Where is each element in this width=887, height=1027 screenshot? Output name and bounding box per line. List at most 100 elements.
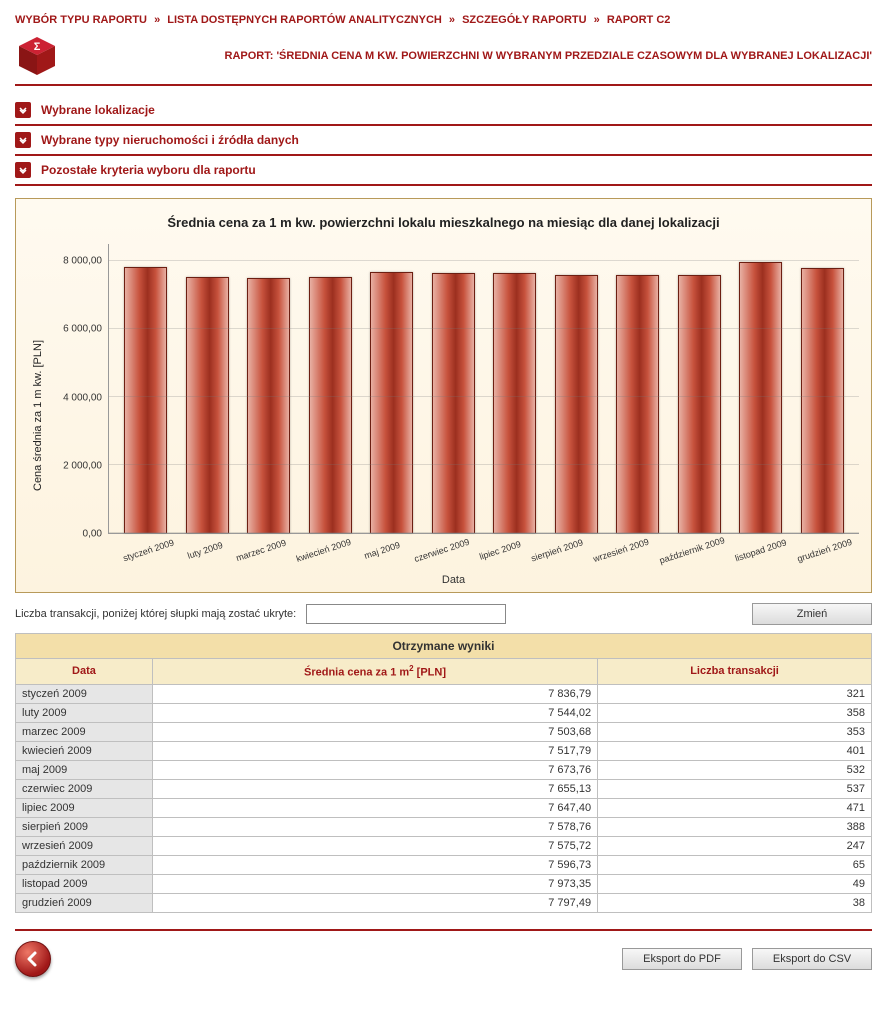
cell-count: 353: [598, 722, 872, 741]
cell-date: marzec 2009: [16, 722, 153, 741]
cell-date: listopad 2009: [16, 874, 153, 893]
chart-bar: [555, 275, 598, 533]
cell-date: czerwiec 2009: [16, 779, 153, 798]
section-label: Pozostałe kryteria wyboru dla raportu: [41, 163, 256, 177]
x-axis-label: Data: [48, 568, 859, 586]
table-row: marzec 20097 503,68353: [16, 722, 872, 741]
chart-title: Średnia cena za 1 m kw. powierzchni loka…: [28, 209, 859, 244]
chart-bar: [493, 273, 536, 533]
threshold-input[interactable]: [306, 604, 506, 624]
table-row: sierpień 20097 578,76388: [16, 817, 872, 836]
col-price: Średnia cena za 1 m2 [PLN]: [152, 659, 597, 685]
cell-count: 537: [598, 779, 872, 798]
section-types[interactable]: Wybrane typy nieruchomości i źródła dany…: [15, 126, 872, 156]
cell-price: 7 797,49: [152, 893, 597, 912]
cell-price: 7 596,73: [152, 855, 597, 874]
cell-date: kwiecień 2009: [16, 741, 153, 760]
cell-price: 7 647,40: [152, 798, 597, 817]
cell-price: 7 503,68: [152, 722, 597, 741]
crumb-4[interactable]: RAPORT C2: [607, 14, 671, 26]
table-row: czerwiec 20097 655,13537: [16, 779, 872, 798]
breadcrumb: WYBÓR TYPU RAPORTU » LISTA DOSTĘPNYCH RA…: [15, 10, 872, 34]
chart-bar: [739, 262, 782, 533]
svg-text:Σ: Σ: [34, 41, 41, 53]
apply-button[interactable]: Zmień: [752, 603, 872, 625]
chart-bar: [678, 275, 721, 533]
filter-label: Liczba transakcji, poniżej której słupki…: [15, 608, 296, 620]
chart-plot: 0,002 000,004 000,006 000,008 000,00: [48, 244, 859, 534]
expand-icon: [15, 102, 31, 118]
report-header: Σ RAPORT: 'ŚREDNIA CENA M KW. POWIERZCHN…: [15, 34, 872, 86]
filter-row: Liczba transakcji, poniżej której słupki…: [15, 593, 872, 631]
footer: Eksport do PDF Eksport do CSV: [15, 931, 872, 977]
table-row: kwiecień 20097 517,79401: [16, 741, 872, 760]
y-tick: 0,00: [83, 529, 102, 540]
expand-icon: [15, 132, 31, 148]
export-pdf-button[interactable]: Eksport do PDF: [622, 948, 742, 970]
breadcrumb-sep: »: [150, 14, 164, 26]
cell-count: 401: [598, 741, 872, 760]
chart-bar: [370, 272, 413, 533]
crumb-1[interactable]: WYBÓR TYPU RAPORTU: [15, 14, 147, 26]
cell-date: wrzesień 2009: [16, 836, 153, 855]
cell-count: 38: [598, 893, 872, 912]
chart-bar: [801, 268, 844, 533]
cell-count: 532: [598, 760, 872, 779]
y-tick: 4 000,00: [63, 392, 102, 403]
cell-price: 7 544,02: [152, 703, 597, 722]
cell-count: 49: [598, 874, 872, 893]
table-row: lipiec 20097 647,40471: [16, 798, 872, 817]
cell-date: grudzień 2009: [16, 893, 153, 912]
col-date: Data: [16, 659, 153, 685]
cell-price: 7 673,76: [152, 760, 597, 779]
cell-price: 7 655,13: [152, 779, 597, 798]
cell-price: 7 517,79: [152, 741, 597, 760]
cell-count: 247: [598, 836, 872, 855]
y-tick: 8 000,00: [63, 256, 102, 267]
breadcrumb-sep: »: [590, 14, 604, 26]
chart-bar: [186, 277, 229, 533]
table-row: styczeń 20097 836,79321: [16, 684, 872, 703]
back-button[interactable]: [15, 941, 51, 977]
cell-price: 7 973,35: [152, 874, 597, 893]
col-count: Liczba transakcji: [598, 659, 872, 685]
table-row: październik 20097 596,7365: [16, 855, 872, 874]
section-label: Wybrane lokalizacje: [41, 103, 155, 117]
cell-price: 7 836,79: [152, 684, 597, 703]
chart-bar: [124, 267, 167, 533]
cell-count: 321: [598, 684, 872, 703]
crumb-2[interactable]: LISTA DOSTĘPNYCH RAPORTÓW ANALITYCZNYCH: [167, 14, 442, 26]
cell-date: maj 2009: [16, 760, 153, 779]
y-tick: 6 000,00: [63, 324, 102, 335]
cell-count: 388: [598, 817, 872, 836]
chart-bar: [247, 278, 290, 533]
chart-card: Średnia cena za 1 m kw. powierzchni loka…: [15, 198, 872, 593]
section-label: Wybrane typy nieruchomości i źródła dany…: [41, 133, 299, 147]
table-row: wrzesień 20097 575,72247: [16, 836, 872, 855]
cell-date: sierpień 2009: [16, 817, 153, 836]
sigma-cube-icon: Σ: [15, 34, 59, 78]
breadcrumb-sep: »: [445, 14, 459, 26]
cell-date: październik 2009: [16, 855, 153, 874]
chart-bar: [616, 275, 659, 533]
table-row: luty 20097 544,02358: [16, 703, 872, 722]
table-row: listopad 20097 973,3549: [16, 874, 872, 893]
cell-price: 7 578,76: [152, 817, 597, 836]
y-tick: 2 000,00: [63, 460, 102, 471]
cell-date: luty 2009: [16, 703, 153, 722]
cell-count: 471: [598, 798, 872, 817]
cell-date: lipiec 2009: [16, 798, 153, 817]
section-locations[interactable]: Wybrane lokalizacje: [15, 96, 872, 126]
report-title: RAPORT: 'ŚREDNIA CENA M KW. POWIERZCHNI …: [71, 50, 872, 62]
chart-bar: [432, 273, 475, 533]
table-row: maj 20097 673,76532: [16, 760, 872, 779]
cell-date: styczeń 2009: [16, 684, 153, 703]
chart-bar: [309, 277, 352, 533]
crumb-3[interactable]: SZCZEGÓŁY RAPORTU: [462, 14, 586, 26]
expand-icon: [15, 162, 31, 178]
section-criteria[interactable]: Pozostałe kryteria wyboru dla raportu: [15, 156, 872, 186]
export-csv-button[interactable]: Eksport do CSV: [752, 948, 872, 970]
results-table: Otrzymane wyniki Data Średnia cena za 1 …: [15, 633, 872, 913]
cell-count: 65: [598, 855, 872, 874]
cell-price: 7 575,72: [152, 836, 597, 855]
